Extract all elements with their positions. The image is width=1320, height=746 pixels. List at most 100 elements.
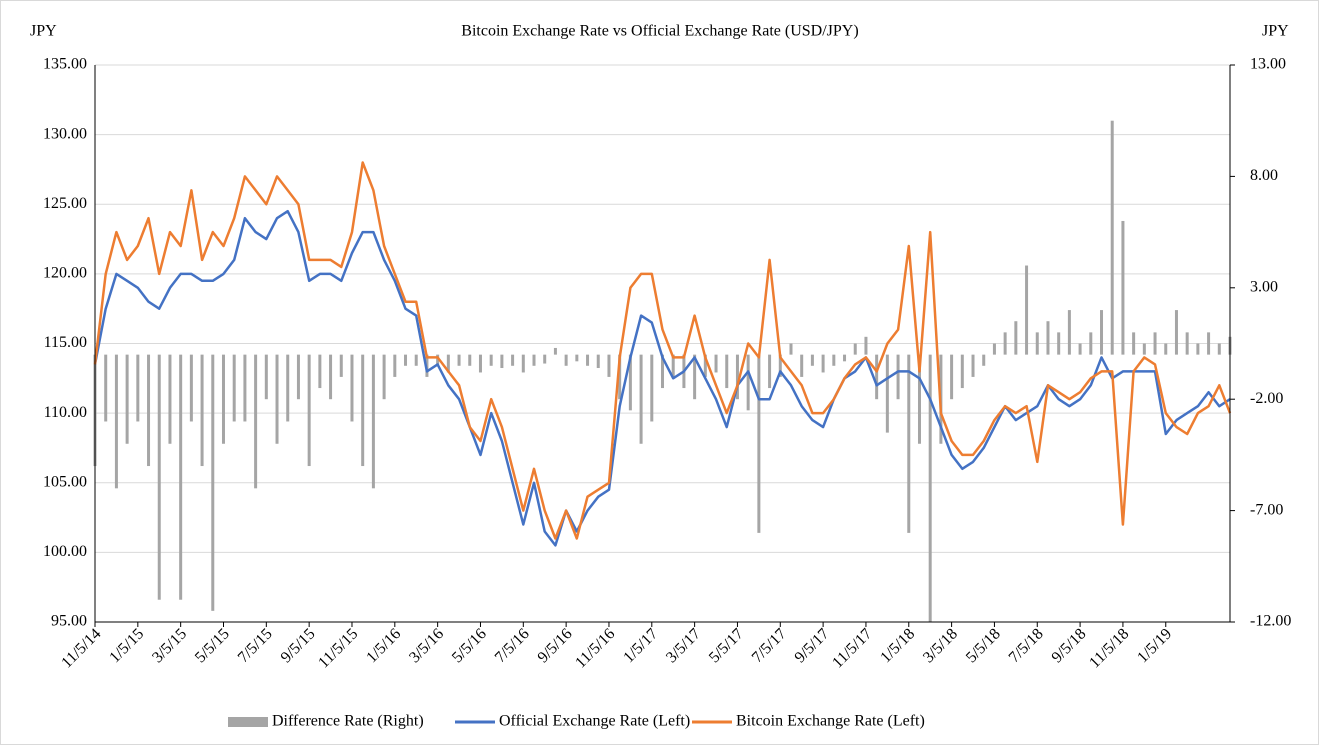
bar (339, 354, 343, 377)
bar (414, 354, 418, 366)
bar (1089, 332, 1093, 355)
bar (307, 354, 311, 467)
bar (318, 354, 322, 389)
bar (114, 354, 118, 489)
y-tick-label: 130.00 (43, 125, 87, 142)
bar (843, 354, 847, 362)
bar (393, 354, 397, 377)
legend-label: Bitcoin Exchange Rate (Left) (736, 713, 925, 730)
bar (703, 354, 707, 377)
bar (1196, 343, 1200, 355)
bar (607, 354, 611, 377)
bar (907, 354, 911, 533)
bar (543, 354, 547, 364)
bar (1067, 310, 1071, 355)
bar (810, 354, 814, 366)
bar (618, 354, 622, 400)
y2-tick-label: -7.00 (1250, 501, 1283, 518)
bar (478, 354, 482, 373)
bar (1057, 332, 1061, 355)
bar (928, 354, 932, 622)
bar (1110, 120, 1114, 355)
chart-title: Bitcoin Exchange Rate vs Official Exchan… (461, 23, 858, 40)
bar (1185, 332, 1189, 355)
bar (768, 354, 772, 389)
bar (286, 354, 290, 422)
bar (746, 354, 750, 411)
bar (960, 354, 964, 389)
bar (853, 343, 857, 355)
bar (1035, 332, 1039, 355)
line (93, 209, 1231, 547)
legend-swatch (228, 717, 268, 727)
y-tick-label: 105.00 (43, 473, 87, 490)
bar (971, 354, 975, 377)
bar (136, 354, 140, 422)
bar (1164, 343, 1168, 355)
y2-tick-label: -2.00 (1250, 390, 1283, 407)
y-tick-label: 95.00 (51, 613, 87, 630)
bar (800, 354, 804, 377)
bar (511, 354, 515, 366)
bar (586, 354, 590, 366)
bar (179, 354, 183, 600)
bar (693, 354, 697, 400)
bar (1046, 321, 1050, 355)
bar (264, 354, 268, 400)
bar (1121, 220, 1125, 355)
bar (596, 354, 600, 369)
bar (725, 354, 729, 389)
bar (757, 354, 761, 533)
bar (254, 354, 258, 489)
bar (917, 354, 921, 444)
bar (1174, 310, 1178, 355)
bar (628, 354, 632, 411)
bar (329, 354, 333, 400)
y2-axis-label: JPY (1262, 23, 1289, 40)
y-tick-label: 125.00 (43, 195, 87, 212)
bar (189, 354, 193, 422)
y-tick-label: 100.00 (43, 543, 87, 560)
y2-tick-label: 13.00 (1250, 56, 1286, 73)
bar (168, 354, 172, 444)
bar (404, 354, 408, 366)
bar (1003, 332, 1007, 355)
legend-label: Official Exchange Rate (Left) (499, 713, 690, 730)
bar (875, 354, 879, 400)
bar (553, 347, 557, 355)
y-tick-label: 120.00 (43, 265, 87, 282)
bar (532, 354, 536, 366)
bar (1142, 343, 1146, 355)
bar (671, 354, 675, 377)
bar (650, 354, 654, 422)
bar (157, 354, 161, 600)
bar (200, 354, 204, 467)
bar (350, 354, 354, 422)
bar (1100, 310, 1104, 355)
bar (489, 354, 493, 366)
bar (896, 354, 900, 400)
y2-tick-label: 8.00 (1250, 167, 1278, 184)
bar (661, 354, 664, 389)
bar (221, 354, 225, 444)
bar (446, 354, 450, 373)
bar (457, 354, 461, 366)
bar (1207, 332, 1211, 355)
bar (147, 354, 151, 467)
bar (714, 354, 718, 373)
bar (778, 354, 782, 377)
bar (125, 354, 129, 444)
bar (296, 354, 300, 400)
legend-label: Difference Rate (Right) (272, 713, 424, 730)
y-axis-label: JPY (30, 23, 57, 40)
bar (436, 354, 440, 366)
bar (575, 354, 579, 362)
y-tick-label: 135.00 (43, 56, 87, 73)
bar (639, 354, 643, 444)
bar (211, 354, 215, 611)
bar (1217, 343, 1221, 355)
y2-tick-label: 3.00 (1250, 278, 1278, 295)
bar (382, 354, 386, 400)
line (93, 161, 1232, 540)
